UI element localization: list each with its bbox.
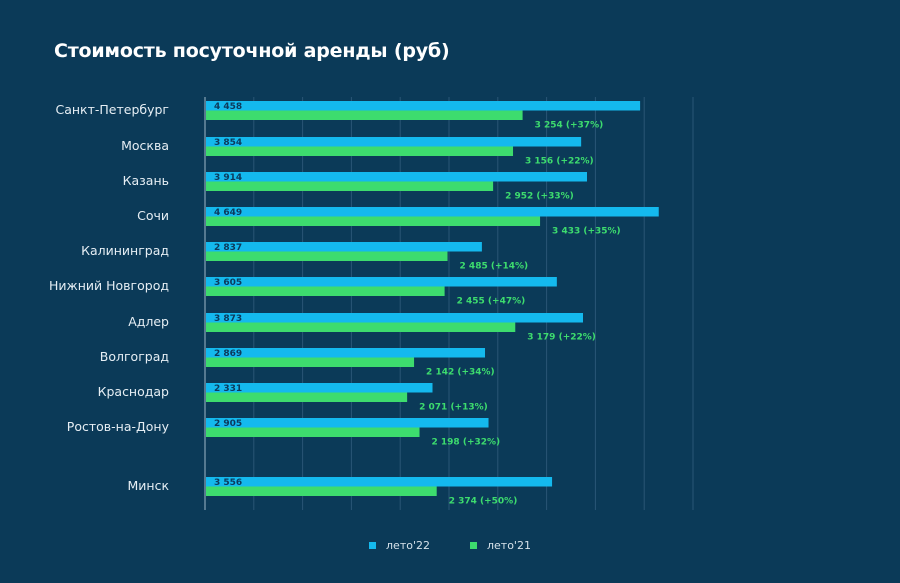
- category-label: Сочи: [137, 208, 169, 223]
- bar-2022: [206, 242, 482, 252]
- bar-2022: [206, 383, 433, 393]
- legend-swatch-2022: [369, 542, 377, 549]
- legend: лето'22 лето'21: [0, 539, 900, 552]
- data-label-2022: 2 869: [214, 349, 242, 359]
- data-label-2021: 2 142 (+34%): [426, 368, 495, 378]
- data-label-2022: 2 837: [214, 243, 242, 253]
- data-label-2022: 4 458: [214, 102, 242, 112]
- bar-2022: [206, 277, 557, 287]
- data-label-2021: 3 433 (+35%): [552, 227, 621, 237]
- bar-2022: [206, 348, 486, 358]
- category-label: Москва: [121, 138, 169, 153]
- data-label-2021: 2 952 (+33%): [505, 192, 574, 202]
- data-label-2022: 3 854: [214, 138, 242, 148]
- bar-2022: [206, 207, 659, 217]
- bar-2021: [206, 286, 445, 296]
- legend-swatch-2021: [470, 542, 477, 549]
- bar-2021: [206, 486, 437, 496]
- bar-2022: [206, 172, 588, 182]
- data-label-2021: 2 374 (+50%): [449, 497, 518, 507]
- category-label: Калининград: [81, 243, 169, 258]
- bar-2021: [206, 392, 408, 402]
- bar-2021: [206, 427, 420, 437]
- bar-2022: [206, 477, 553, 487]
- category-label: Минск: [127, 478, 169, 493]
- bar-2021: [206, 146, 514, 156]
- category-label: Нижний Новгород: [49, 278, 169, 293]
- chart-title: Стоимость посуточной аренды (руб): [54, 40, 450, 62]
- data-label-2021: 2 198 (+32%): [432, 438, 501, 448]
- category-label: Казань: [123, 173, 169, 188]
- bar-2021: [206, 251, 448, 261]
- category-label: Волгоград: [100, 349, 169, 364]
- data-label-2022: 3 914: [214, 173, 242, 183]
- data-label-2022: 3 556: [214, 478, 242, 488]
- data-label-2022: 2 331: [214, 384, 242, 394]
- data-label-2021: 3 179 (+22%): [527, 333, 596, 343]
- data-label-2022: 3 873: [214, 314, 242, 324]
- bar-2022: [206, 137, 582, 147]
- bar-2021: [206, 322, 516, 332]
- category-label: Адлер: [128, 314, 169, 329]
- bar-2021: [206, 110, 523, 120]
- category-label: Краснодар: [98, 384, 169, 399]
- category-label: Санкт-Петербург: [55, 102, 169, 117]
- data-label-2022: 4 649: [214, 208, 242, 218]
- data-label-2022: 3 605: [214, 278, 242, 288]
- bar-2021: [206, 216, 541, 226]
- category-label: Ростов-на-Дону: [67, 419, 170, 434]
- bar-2022: [206, 313, 584, 323]
- data-label-2021: 3 254 (+37%): [535, 121, 604, 131]
- legend-label-2022: лето'22: [386, 539, 430, 552]
- data-label-2022: 2 905: [214, 419, 242, 429]
- data-label-2021: 2 071 (+13%): [419, 403, 488, 413]
- bar-2022: [206, 418, 489, 428]
- bar-2021: [206, 181, 494, 191]
- data-label-2021: 3 156 (+22%): [525, 157, 594, 167]
- legend-item-2022: лето'22: [369, 539, 430, 552]
- bar-2021: [206, 357, 415, 367]
- data-label-2021: 2 455 (+47%): [457, 297, 526, 307]
- data-label-2021: 2 485 (+14%): [460, 262, 529, 272]
- bar-2022: [206, 101, 641, 111]
- legend-item-2021: лето'21: [470, 539, 531, 552]
- legend-label-2021: лето'21: [487, 539, 531, 552]
